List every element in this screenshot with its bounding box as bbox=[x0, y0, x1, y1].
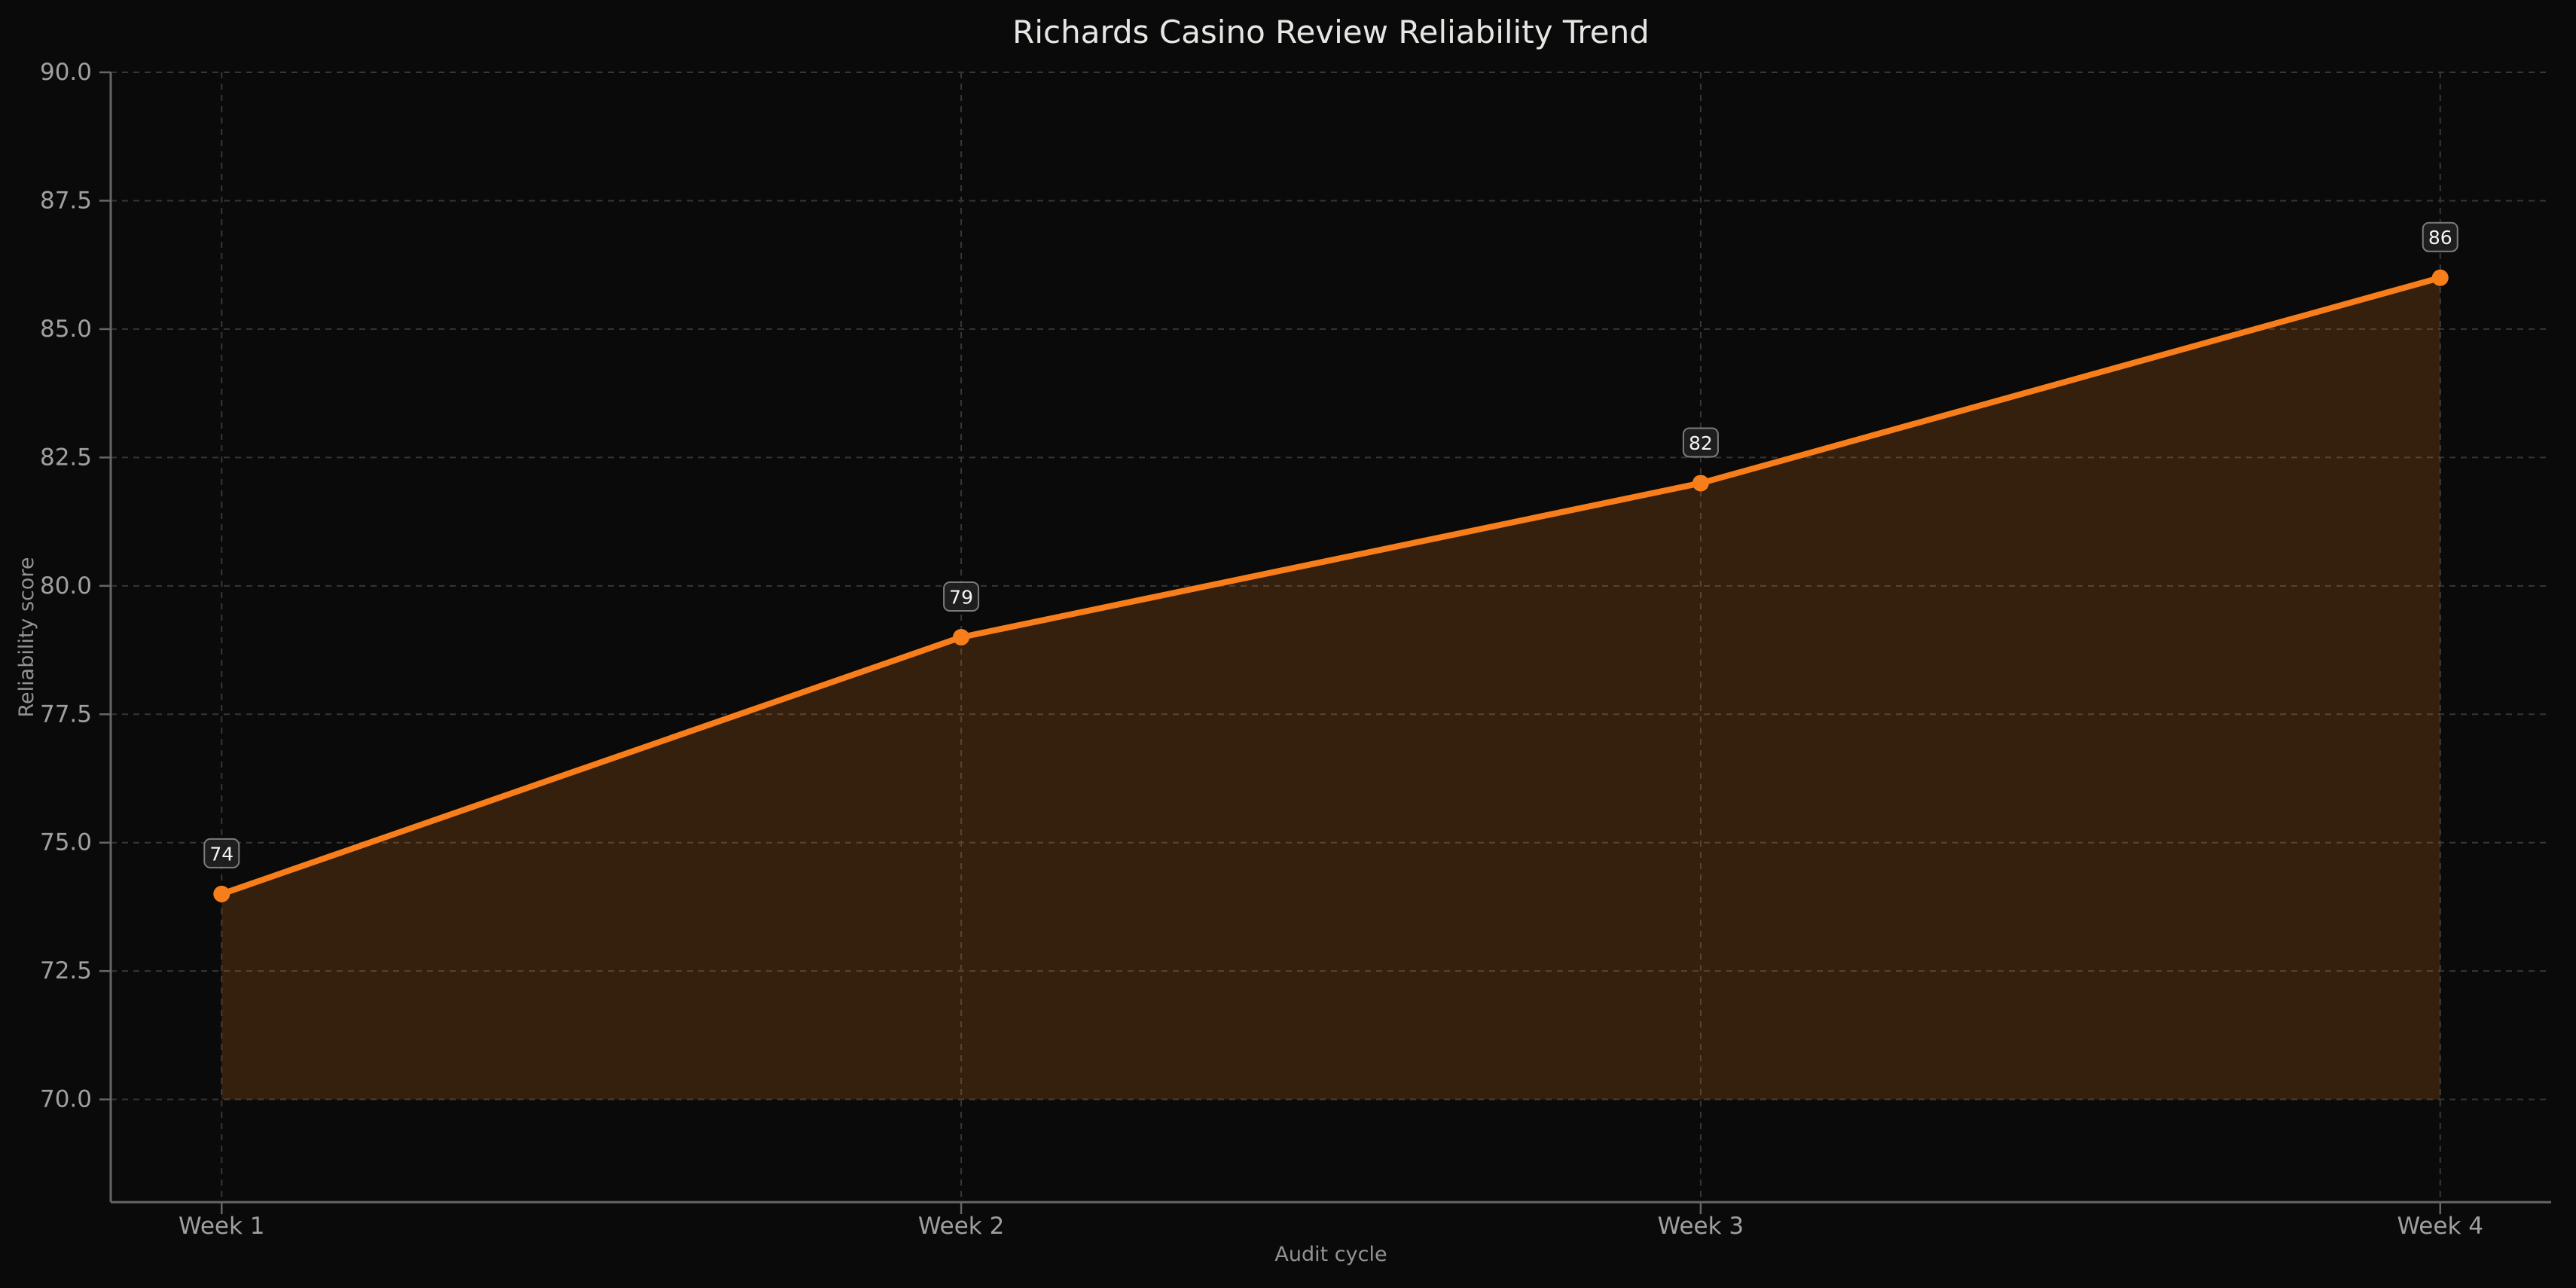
chart-title: Richards Casino Review Reliability Trend bbox=[1012, 14, 1650, 50]
data-point-marker bbox=[1692, 475, 1709, 492]
x-tick-labels: Week 1 Week 2 Week 3 Week 4 bbox=[179, 1213, 2483, 1240]
y-tick-label: 72.5 bbox=[40, 957, 92, 984]
point-label-box bbox=[1682, 427, 1719, 458]
x-tick-label: Week 2 bbox=[918, 1213, 1005, 1240]
y-tick-label: 87.5 bbox=[40, 187, 92, 214]
y-tick-labels: 70.0 72.5 75.0 77.5 80.0 82.5 85.0 87.5 90.0 bbox=[40, 59, 92, 1113]
y-tick-label: 90.0 bbox=[40, 59, 92, 86]
data-point-marker bbox=[953, 629, 970, 646]
point-label-annotations: 74 79 82 86 bbox=[203, 221, 2458, 868]
point-label: 74 bbox=[203, 838, 240, 868]
data-point-marker bbox=[2431, 269, 2449, 286]
x-axis-label: Audit cycle bbox=[1274, 1243, 1387, 1266]
point-label-value: 86 bbox=[2428, 227, 2452, 249]
data-point-marker bbox=[213, 885, 230, 902]
point-label-box bbox=[203, 838, 240, 868]
x-tick-label: Week 4 bbox=[2397, 1213, 2483, 1240]
y-gridlines bbox=[111, 72, 2551, 1100]
x-tick-label: Week 1 bbox=[179, 1213, 265, 1240]
trend-line-layer bbox=[218, 274, 2443, 897]
point-label: 82 bbox=[1682, 427, 1719, 458]
area-fill bbox=[221, 277, 2440, 1100]
point-label: 79 bbox=[943, 581, 980, 612]
y-tick-label: 77.5 bbox=[40, 700, 92, 728]
trend-line bbox=[218, 274, 2443, 897]
point-label-box bbox=[943, 581, 980, 612]
y-tick-label: 80.0 bbox=[40, 572, 92, 600]
y-axis-label: Reliability score bbox=[15, 557, 38, 717]
area-fill-layer bbox=[221, 277, 2440, 1100]
y-tick-label: 70.0 bbox=[40, 1086, 92, 1113]
y-tick-label: 82.5 bbox=[40, 444, 92, 471]
point-label-value: 82 bbox=[1689, 432, 1713, 454]
tick-marks bbox=[99, 71, 2441, 1214]
point-label: 86 bbox=[2422, 221, 2458, 252]
point-label-box bbox=[2422, 221, 2458, 252]
point-label-value: 79 bbox=[949, 587, 973, 609]
y-tick-label: 85.0 bbox=[40, 316, 92, 343]
y-tick-label: 75.0 bbox=[40, 829, 92, 856]
data-point-markers bbox=[213, 269, 2449, 902]
point-label-value: 74 bbox=[209, 843, 233, 865]
axes-spines bbox=[109, 72, 2551, 1204]
x-tick-label: Week 3 bbox=[1658, 1213, 1744, 1240]
